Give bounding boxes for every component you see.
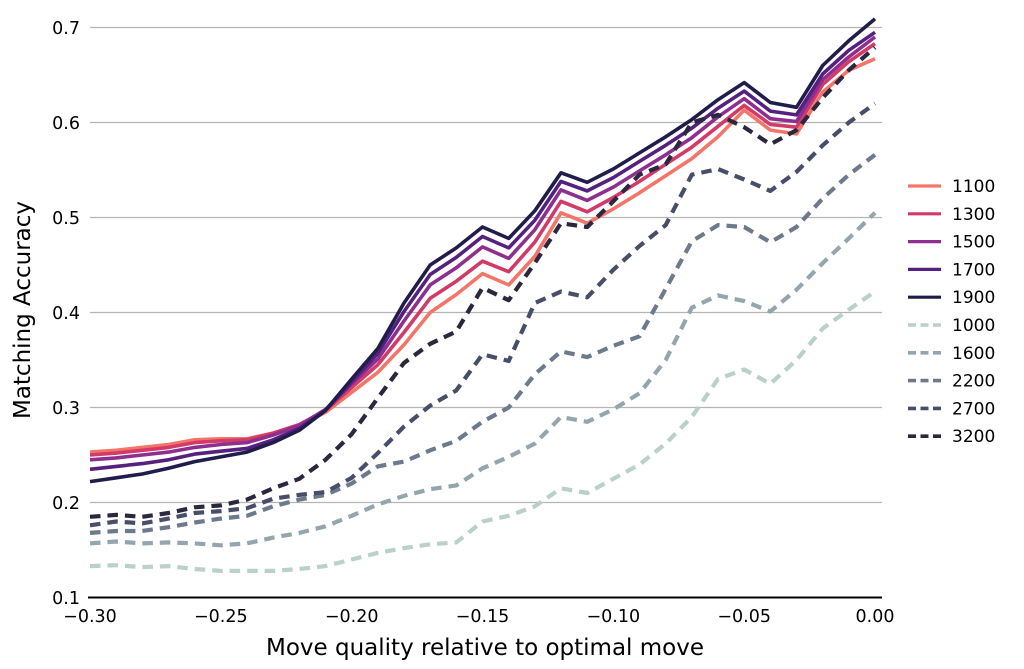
legend-entry-1000: 1000 — [908, 316, 995, 336]
legend-label-1100: 1100 — [952, 177, 995, 197]
legend-label-2700: 2700 — [952, 399, 995, 419]
series-line-2700 — [89, 101, 877, 528]
legend-entry-1900: 1900 — [908, 288, 995, 308]
x-axis-tick-labels: −0.30 −0.25 −0.20 −0.15 −0.10 −0.05 0.00 — [63, 607, 894, 627]
x-tick-label-−0.30: −0.30 — [63, 607, 117, 627]
series-lines — [89, 17, 877, 574]
legend-entry-1700: 1700 — [908, 260, 995, 280]
y-tick-label-0.4: 0.4 — [52, 304, 80, 324]
x-tick-label-−0.10: −0.10 — [587, 607, 641, 627]
y-tick-label-0.3: 0.3 — [52, 399, 80, 419]
legend-entry-1100: 1100 — [908, 177, 995, 197]
x-tick-label-−0.25: −0.25 — [194, 607, 248, 627]
series-line-1700 — [89, 30, 877, 472]
x-tick-label-−0.05: −0.05 — [717, 607, 771, 627]
y-tick-label-0.5: 0.5 — [52, 209, 80, 229]
series-line-3200 — [89, 45, 877, 519]
y-axis-tick-labels: 0.1 0.2 0.3 0.4 0.5 0.6 0.7 — [52, 19, 80, 609]
y-tick-label-0.1: 0.1 — [52, 589, 80, 609]
x-tick-label-0.00: 0.00 — [856, 607, 895, 627]
y-axis-label: Matching Accuracy — [10, 201, 36, 419]
legend-label-3200: 3200 — [952, 427, 995, 447]
gridlines — [90, 26, 882, 504]
legend-entry-2200: 2200 — [908, 372, 995, 392]
legend: 1100 1300 1500 1700 1900 1000 1600 2200 2700 3200 — [908, 177, 995, 447]
legend-entry-3200: 3200 — [908, 427, 995, 447]
series-line-1000 — [89, 289, 877, 574]
series-line-1500 — [89, 35, 877, 462]
legend-label-1900: 1900 — [952, 288, 995, 308]
series-line-1900 — [89, 17, 877, 484]
series-line-1300 — [89, 42, 877, 457]
x-tick-label-−0.15: −0.15 — [456, 607, 510, 627]
series-line-1100 — [89, 57, 876, 454]
legend-entry-1300: 1300 — [908, 205, 995, 225]
legend-label-1300: 1300 — [952, 205, 995, 225]
legend-label-2200: 2200 — [952, 372, 995, 392]
x-axis-label: Move quality relative to optimal move — [266, 635, 704, 661]
y-tick-label-0.7: 0.7 — [52, 19, 80, 39]
x-tick-label-−0.20: −0.20 — [325, 607, 379, 627]
legend-label-1700: 1700 — [952, 260, 995, 280]
legend-label-1600: 1600 — [952, 344, 995, 364]
series-line-2200 — [89, 153, 877, 535]
y-tick-label-0.6: 0.6 — [52, 114, 80, 134]
y-tick-label-0.2: 0.2 — [52, 494, 80, 514]
legend-entry-2700: 2700 — [908, 399, 995, 419]
series-line-1600 — [89, 211, 877, 548]
legend-label-1500: 1500 — [952, 233, 995, 253]
legend-entry-1600: 1600 — [908, 344, 995, 364]
legend-entry-1500: 1500 — [908, 233, 995, 253]
legend-label-1000: 1000 — [952, 316, 995, 336]
